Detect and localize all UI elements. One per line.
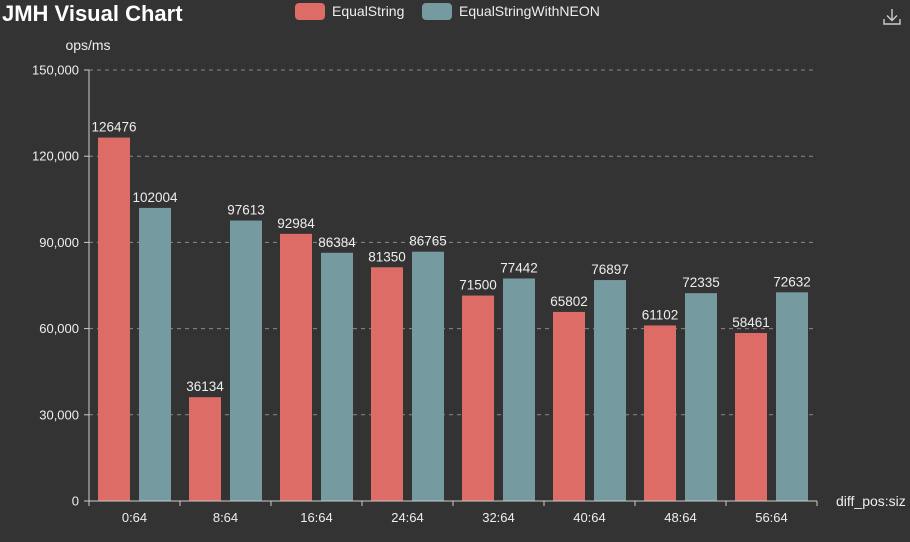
y-tick-label: 60,000 [39,321,79,336]
data-label-equalstringwithneon: 72335 [682,275,720,290]
x-tick-label: 16:64 [300,510,333,525]
legend-label-equalstring: EqualString [332,3,404,19]
bar-equalstringwithneon-56-64[interactable] [776,292,808,501]
data-label-equalstringwithneon: 86384 [318,235,356,250]
x-tick-label: 40:64 [573,510,606,525]
data-label-equalstring: 92984 [277,216,315,231]
bar-equalstringwithneon-16-64[interactable] [321,252,353,501]
bars [98,137,808,502]
data-label-equalstring: 81350 [368,249,406,264]
legend[interactable]: EqualString EqualStringWithNEON [295,3,600,20]
bar-equalstringwithneon-40-64[interactable] [594,280,626,501]
data-label-equalstringwithneon: 97613 [227,203,265,218]
y-tick-label: 120,000 [32,149,79,164]
x-tick-label: 32:64 [482,510,515,525]
y-tick-label: 150,000 [32,63,79,78]
x-axis: 0:64 8:64 16:64 24:64 32:64 40:64 48:64 56:64 [88,70,818,525]
x-tick-label: 24:64 [391,510,424,525]
data-label-equalstring: 71500 [459,278,497,293]
x-tick-label: 56:64 [755,510,788,525]
y-axis-ticks: 0 30,000 60,000 90,000 120,000 150,000 [32,63,89,509]
bar-equalstring-0-64[interactable] [98,137,130,502]
data-label-equalstring: 58461 [732,315,770,330]
y-axis-title: ops/ms [65,37,110,53]
download-icon[interactable] [882,7,902,27]
data-label-equalstringwithneon: 76897 [591,262,629,277]
bar-equalstringwithneon-32-64[interactable] [503,278,535,501]
x-axis-title: diff_pos:siz [836,493,906,509]
x-tick-label: 8:64 [213,510,238,525]
y-tick-label: 0 [72,494,79,509]
bar-equalstringwithneon-24-64[interactable] [412,251,444,501]
legend-swatch-equalstringwithneon [422,3,452,20]
x-tick-label: 48:64 [664,510,697,525]
bar-equalstringwithneon-8-64[interactable] [230,220,262,501]
legend-label-equalstringwithneon: EqualStringWithNEON [459,3,600,19]
data-label-equalstring: 126476 [91,120,136,135]
bar-equalstring-16-64[interactable] [280,233,312,501]
data-label-equalstringwithneon: 77442 [500,260,538,275]
data-label-equalstringwithneon: 86765 [409,234,447,249]
data-label-equalstring: 61102 [642,307,679,322]
y-tick-label: 30,000 [39,407,79,422]
x-tick-label: 0:64 [122,510,147,525]
bar-equalstring-56-64[interactable] [735,333,767,501]
bar-equalstring-24-64[interactable] [371,267,403,501]
bar-equalstringwithneon-0-64[interactable] [139,207,171,501]
legend-swatch-equalstring [295,3,325,20]
bar-equalstring-8-64[interactable] [189,397,221,501]
bar-equalstringwithneon-48-64[interactable] [685,293,717,501]
y-tick-label: 90,000 [39,235,79,250]
data-label-equalstringwithneon: 102004 [132,190,178,205]
bar-equalstring-40-64[interactable] [553,311,585,501]
data-label-equalstring: 65802 [550,294,588,309]
legend-item-equalstring[interactable]: EqualString [295,3,404,20]
bar-equalstring-32-64[interactable] [462,295,494,501]
data-label-equalstringwithneon: 72632 [773,274,811,289]
chart-title: JMH Visual Chart [2,1,183,26]
legend-item-equalstringwithneon[interactable]: EqualStringWithNEON [422,3,600,20]
bar-equalstring-48-64[interactable] [644,325,676,501]
data-label-equalstring: 36134 [186,379,224,394]
